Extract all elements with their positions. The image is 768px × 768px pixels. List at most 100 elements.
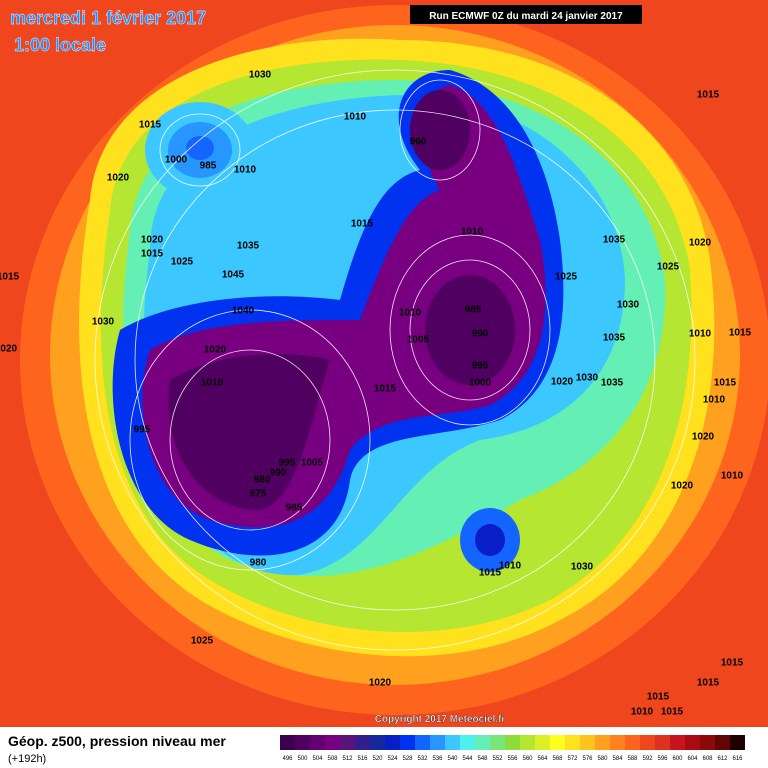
isobar-label: 1015: [714, 378, 737, 389]
isobar-label: 1010: [703, 395, 726, 406]
scale-swatch: [625, 735, 640, 750]
isobar-label: 1035: [601, 378, 624, 389]
scale-swatch: [490, 735, 505, 750]
isobar-label: 985: [200, 161, 217, 172]
isobar-label: 1020: [551, 377, 574, 388]
color-scale: 496 500 504 508 512 516 520 524 528 532 536 540 544 5…: [280, 735, 745, 762]
isobar-label: 1020: [689, 238, 712, 249]
copyright: Copyright 2017 Meteociel.fr: [375, 714, 506, 725]
scale-swatch: [430, 735, 445, 750]
isobar-label: 1020: [692, 432, 715, 443]
scale-swatch: [445, 735, 460, 750]
scale-swatch: [595, 735, 610, 750]
scale-swatch: [580, 735, 595, 750]
scale-label: 560: [522, 756, 533, 762]
scale-swatch: [685, 735, 700, 750]
isobar-label: 1010: [631, 707, 654, 718]
scale-label: 568: [552, 756, 563, 762]
scale-swatch: [670, 735, 685, 750]
isobar-label: 1020: [107, 173, 130, 184]
scale-label: 564: [537, 756, 548, 762]
isobar-label: 1040: [232, 306, 255, 317]
isobar-label: 1030: [249, 70, 272, 81]
scale-swatch: [520, 735, 535, 750]
scale-swatch: [640, 735, 655, 750]
scale-label: 604: [687, 756, 698, 762]
scale-swatch: [310, 735, 325, 750]
scale-label: 596: [657, 756, 668, 762]
scale-swatch: [715, 735, 730, 750]
isobar-label: 1030: [576, 373, 599, 384]
isobar-label: 980: [254, 475, 271, 486]
scale-label: 516: [357, 756, 368, 762]
scale-label: 588: [627, 756, 638, 762]
legend-title: Géop. z500, pression niveau mer: [8, 733, 226, 749]
isobar-label: 1015: [697, 90, 720, 101]
isobar-label: 1035: [603, 235, 626, 246]
scale-label: 540: [447, 756, 458, 762]
scale-swatch: [730, 735, 745, 750]
isobar-label: 1025: [657, 262, 680, 273]
legend-lead: (+192h): [8, 753, 46, 765]
scale-label: 524: [387, 756, 398, 762]
run-info: Run ECMWF 0Z du mardi 24 janvier 2017: [429, 11, 623, 22]
isobar-label: 1010: [234, 165, 257, 176]
time-title: 1:00 locale: [14, 35, 106, 55]
isobar-label: 1030: [571, 562, 594, 573]
scale-swatch: [415, 735, 430, 750]
scale-label: 616: [732, 756, 743, 762]
isobar-label: 1015: [139, 120, 162, 131]
scale-swatch: [385, 735, 400, 750]
isobar-label: 1030: [617, 300, 640, 311]
scale-label: 536: [432, 756, 443, 762]
isobar-label: 985: [465, 305, 482, 316]
isobar-label: 1020: [369, 678, 392, 689]
isobar-label: 995: [134, 425, 151, 436]
scale-label: 572: [567, 756, 578, 762]
isobar-label: 985: [286, 503, 303, 514]
scale-label: 500: [297, 756, 308, 762]
scale-label: 552: [492, 756, 503, 762]
scale-label: 496: [282, 756, 293, 762]
scale-swatch: [325, 735, 340, 750]
scale-swatch: [460, 735, 475, 750]
isobar-label: 1035: [237, 241, 260, 252]
isobar-label: 1010: [689, 329, 712, 340]
isobar-label: 1015: [729, 328, 752, 339]
isobar-label: 980: [250, 558, 267, 569]
isobar-label: 1030: [92, 317, 115, 328]
scale-label: 520: [372, 756, 383, 762]
isobar-label: 1035: [603, 333, 626, 344]
scale-label: 592: [642, 756, 653, 762]
scale-label: 504: [312, 756, 323, 762]
isobar-label: 990: [472, 329, 489, 340]
isobar-label: 1020: [671, 481, 694, 492]
scale-label: 580: [597, 756, 608, 762]
isobar-label: 1015: [0, 272, 20, 283]
isobar-label: 1000: [165, 155, 188, 166]
scale-swatch: [295, 735, 310, 750]
scale-swatch: [565, 735, 580, 750]
run-box: [410, 5, 642, 24]
isobar-label: 1010: [399, 308, 422, 319]
isobar-label: 1015: [647, 692, 670, 703]
isobar-label: 1000: [469, 378, 492, 389]
date-title: mercredi 1 février 2017: [10, 8, 206, 28]
isobar-label: 1025: [171, 257, 194, 268]
isobar-label: 1015: [141, 249, 164, 260]
isobar-label: 1005: [407, 335, 430, 346]
scale-swatch: [370, 735, 385, 750]
isobar-label: 1010: [461, 227, 484, 238]
isobar-label: 990: [270, 468, 287, 479]
scale-label: 584: [612, 756, 623, 762]
isobar-label: 1025: [191, 636, 214, 647]
isobar-label: 1010: [721, 471, 744, 482]
scale-swatch: [610, 735, 625, 750]
scale-swatch: [700, 735, 715, 750]
isobar-label: 1025: [555, 272, 578, 283]
scale-swatch: [280, 735, 295, 750]
scale-label: 608: [702, 756, 713, 762]
isobar-label: 1020: [204, 345, 227, 356]
